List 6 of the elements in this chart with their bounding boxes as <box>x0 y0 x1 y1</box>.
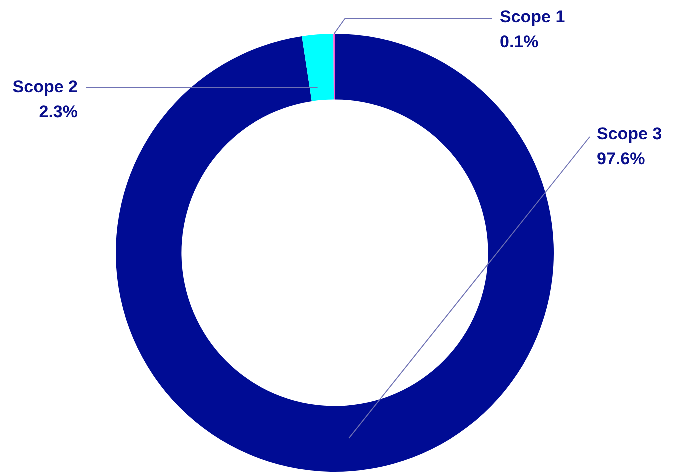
slice-label: Scope 3 <box>597 124 662 144</box>
data-label: 0.1% <box>500 32 539 52</box>
data-label: 2.3% <box>39 102 78 122</box>
slice-label: Scope 1 <box>500 8 566 27</box>
slice-label: Scope 2 <box>12 78 78 97</box>
data-label: 97.6% <box>597 150 646 169</box>
